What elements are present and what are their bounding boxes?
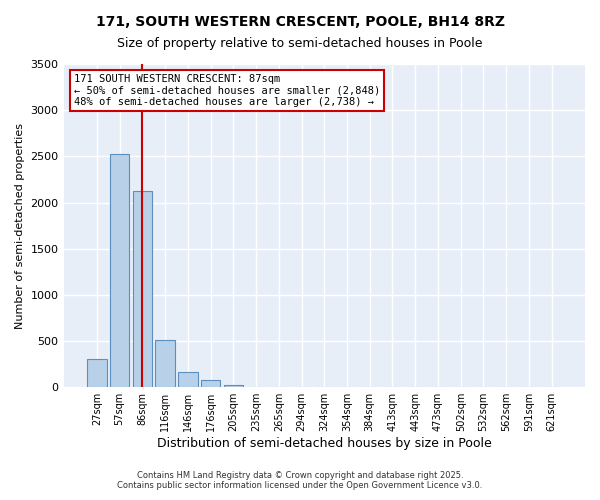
Bar [87, 358, 107, 387]
X-axis label: Distribution of semi-detached houses by size in Poole: Distribution of semi-detached houses by … [157, 437, 491, 450]
Text: Size of property relative to semi-detached houses in Poole: Size of property relative to semi-detach… [117, 38, 483, 51]
Text: Contains HM Land Registry data © Crown copyright and database right 2025.
Contai: Contains HM Land Registry data © Crown c… [118, 470, 482, 490]
Bar [224, 385, 243, 387]
Bar [155, 340, 175, 387]
Y-axis label: Number of semi-detached properties: Number of semi-detached properties [15, 122, 25, 328]
Bar [133, 190, 152, 387]
Bar [201, 380, 220, 387]
Bar [178, 372, 197, 387]
Text: 171 SOUTH WESTERN CRESCENT: 87sqm
← 50% of semi-detached houses are smaller (2,8: 171 SOUTH WESTERN CRESCENT: 87sqm ← 50% … [74, 74, 380, 107]
Text: 171, SOUTH WESTERN CRESCENT, POOLE, BH14 8RZ: 171, SOUTH WESTERN CRESCENT, POOLE, BH14… [95, 15, 505, 29]
Bar [110, 154, 130, 387]
